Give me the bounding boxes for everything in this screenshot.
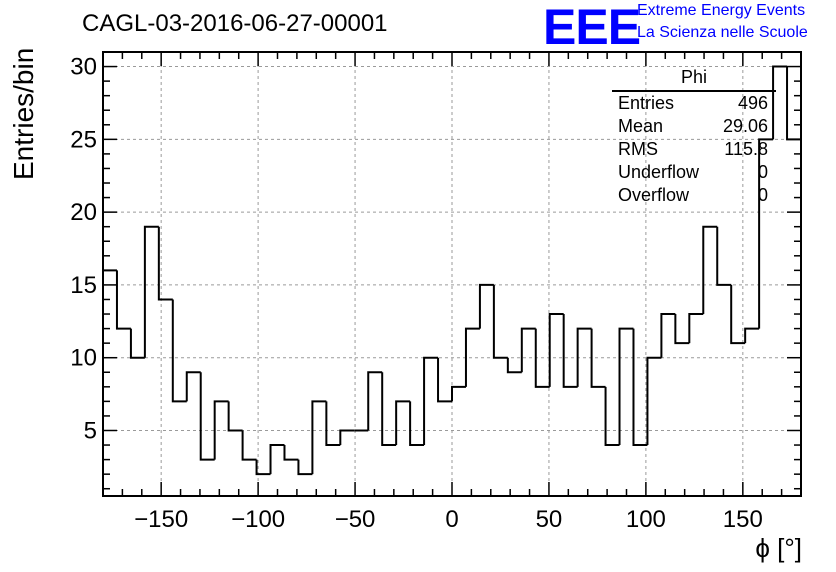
histogram-bin <box>283 445 299 461</box>
stats-value: 115.8 <box>724 139 768 159</box>
histogram-bin <box>339 429 355 446</box>
stats-label: Entries <box>618 93 675 113</box>
x-axis-label: ϕ [°] <box>755 533 802 563</box>
stats-value: 0 <box>757 185 768 205</box>
x-tick-label: −100 <box>231 506 285 533</box>
histogram-bin <box>199 372 215 461</box>
plot-title: CAGL-03-2016-06-27-00001 <box>82 10 388 37</box>
histogram-bin <box>618 327 634 446</box>
y-tick-label: 5 <box>84 417 97 444</box>
histogram-bin <box>241 430 257 461</box>
histogram-bin <box>129 328 145 359</box>
x-tick-label: 0 <box>445 506 458 533</box>
axes <box>102 51 802 497</box>
histogram-bin <box>269 444 285 475</box>
histogram-bin <box>325 401 341 447</box>
x-tick-label: −50 <box>335 506 376 533</box>
stats-value: 496 <box>737 93 768 113</box>
histogram-bin <box>185 371 201 402</box>
histogram-bin <box>646 356 662 446</box>
histogram-bin <box>604 386 620 447</box>
stats-label: Mean <box>618 116 664 136</box>
histogram-bin <box>102 269 117 496</box>
histogram-bin <box>492 284 508 359</box>
histogram-bin <box>520 327 536 373</box>
stats-row-entries: Entries 496 <box>612 92 776 115</box>
histogram-bin <box>730 284 746 345</box>
stats-row-mean: Mean 29.06 <box>612 115 776 138</box>
histogram-bin <box>590 328 606 388</box>
histogram-bin <box>478 283 494 329</box>
histogram-bin <box>255 459 271 476</box>
histogram-bin <box>660 313 676 358</box>
histogram-bin <box>576 327 592 387</box>
stats-value: 0 <box>757 162 768 182</box>
histogram-bars <box>102 65 802 496</box>
stats-box: Phi Entries 496 Mean 29.06 RMS 115.8 Und… <box>612 67 776 207</box>
logo-line-1: Extreme Energy Events <box>637 2 806 19</box>
histogram-bin <box>395 400 411 446</box>
histogram-bin <box>562 314 578 388</box>
histogram-bin <box>506 357 522 374</box>
y-tick-label: 25 <box>70 126 97 153</box>
y-tick-label: 20 <box>70 199 97 226</box>
histogram-bin <box>213 400 229 460</box>
histogram-bin <box>423 356 439 446</box>
y-tick-label: 15 <box>70 272 97 299</box>
y-tick-label: 30 <box>70 54 97 81</box>
y-tick-label: 10 <box>70 345 97 372</box>
histogram-bin <box>548 313 564 387</box>
histogram-bin <box>381 372 397 447</box>
x-tick-label: 50 <box>536 506 563 533</box>
stats-row-underflow: Underflow 0 <box>612 161 776 184</box>
stats-row-overflow: Overflow 0 <box>612 184 776 207</box>
histogram-bin <box>367 371 383 431</box>
stats-box-title: Phi <box>612 67 776 92</box>
histogram-bin <box>311 400 327 475</box>
stats-label: Overflow <box>618 185 690 205</box>
tick-labels: −150 −100 −50 0 50 100 150 5 10 15 20 25 30 <box>70 54 763 533</box>
histogram-bin <box>115 270 131 330</box>
logo-line-2: La Scienza nelle Scuole <box>637 24 808 41</box>
x-tick-label: 100 <box>626 506 666 533</box>
histogram-bin <box>674 314 690 345</box>
grid-lines <box>103 52 801 496</box>
histogram-bin <box>437 357 452 403</box>
histogram-bin <box>157 226 173 301</box>
histogram-bin <box>702 225 718 315</box>
stats-row-rms: RMS 115.8 <box>612 138 776 161</box>
stats-label: Underflow <box>618 162 700 182</box>
histogram-bin <box>143 225 159 358</box>
histogram-bin <box>227 401 243 432</box>
y-axis-label: Entries/bin <box>8 47 39 180</box>
histogram-bin <box>451 385 466 402</box>
x-tick-label: 150 <box>723 506 763 533</box>
histogram-bin <box>716 226 732 286</box>
histogram-bin <box>409 401 425 447</box>
histogram-bin <box>772 65 788 140</box>
eee-logo: EEE <box>543 0 641 55</box>
histogram-bin <box>171 299 187 403</box>
histogram-bin <box>758 138 774 329</box>
histogram-bin <box>688 313 704 344</box>
histogram-bin <box>744 327 760 344</box>
x-tick-label: −150 <box>134 506 188 533</box>
histogram-bin <box>297 459 313 476</box>
stats-label: RMS <box>618 139 658 159</box>
histogram-bin <box>534 328 550 388</box>
stats-value: 29.06 <box>722 116 768 136</box>
histogram-bin <box>464 327 480 387</box>
histogram-bin <box>786 66 802 496</box>
histogram-bin <box>632 328 648 447</box>
